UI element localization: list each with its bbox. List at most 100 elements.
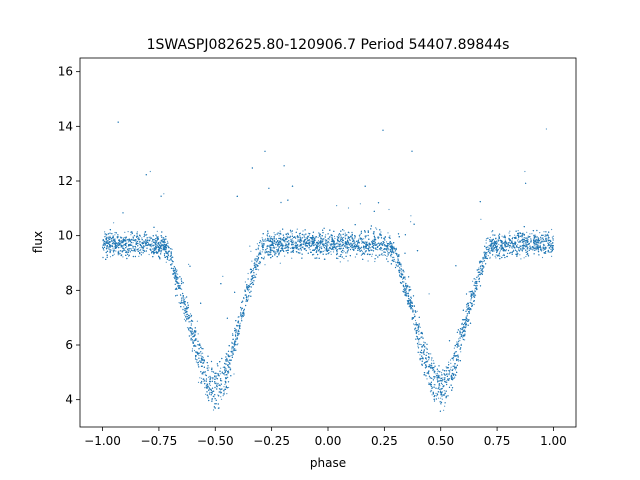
data-point xyxy=(499,250,502,252)
data-point xyxy=(204,374,206,376)
data-point xyxy=(264,239,266,241)
data-point xyxy=(358,238,360,240)
data-point xyxy=(193,349,196,352)
data-point xyxy=(399,268,401,270)
data-point xyxy=(540,241,542,243)
data-point xyxy=(539,232,541,234)
data-point xyxy=(351,247,353,249)
chart-title: 1SWASPJ082625.80-120906.7 Period 54407.8… xyxy=(147,37,510,53)
data-point xyxy=(134,235,136,237)
data-point xyxy=(332,244,334,246)
data-point xyxy=(170,251,172,253)
data-point xyxy=(423,341,425,343)
data-point xyxy=(160,242,162,244)
data-point xyxy=(183,306,185,308)
data-point xyxy=(332,246,334,248)
data-point xyxy=(264,264,266,266)
data-point xyxy=(318,232,320,234)
data-point xyxy=(305,233,307,235)
data-point xyxy=(395,247,397,249)
data-point xyxy=(464,324,466,326)
data-point xyxy=(387,252,389,254)
data-point xyxy=(358,245,360,247)
data-point xyxy=(344,232,346,234)
data-point xyxy=(443,409,445,411)
data-point xyxy=(233,345,235,347)
data-point xyxy=(511,240,513,242)
data-point xyxy=(353,240,355,242)
data-point xyxy=(499,255,501,257)
data-point xyxy=(290,238,292,240)
data-point xyxy=(261,251,263,253)
data-point xyxy=(397,254,399,256)
data-point xyxy=(103,244,105,246)
data-point xyxy=(143,240,145,242)
data-point xyxy=(474,289,476,291)
data-point xyxy=(471,302,473,304)
data-point xyxy=(527,254,529,256)
data-point xyxy=(150,246,152,248)
data-point xyxy=(454,369,457,371)
data-point xyxy=(371,255,373,257)
data-point xyxy=(121,237,123,239)
data-point xyxy=(430,359,433,361)
data-point xyxy=(402,278,404,280)
data-point xyxy=(441,394,443,396)
data-point xyxy=(112,242,115,244)
data-point xyxy=(344,236,346,238)
data-point xyxy=(386,251,389,253)
data-point xyxy=(176,278,179,280)
data-point xyxy=(126,245,128,247)
data-point xyxy=(384,239,386,241)
data-point xyxy=(531,233,533,235)
data-point xyxy=(363,248,365,250)
data-point xyxy=(223,392,225,394)
data-point xyxy=(513,249,515,251)
data-point xyxy=(435,373,437,375)
data-point xyxy=(489,256,491,258)
data-point xyxy=(299,235,301,237)
data-point xyxy=(191,328,193,330)
data-point xyxy=(520,249,522,251)
data-point xyxy=(511,247,513,249)
data-point xyxy=(238,329,240,331)
data-point xyxy=(420,344,422,346)
data-point xyxy=(215,375,218,377)
data-point xyxy=(105,235,107,237)
data-point xyxy=(552,235,555,237)
data-point xyxy=(541,256,544,259)
data-point xyxy=(552,239,554,241)
data-point xyxy=(314,243,317,245)
data-point xyxy=(337,257,339,260)
data-point xyxy=(535,236,537,239)
data-point xyxy=(361,250,363,252)
data-point xyxy=(269,239,271,241)
data-point xyxy=(342,242,344,244)
data-point xyxy=(480,261,482,264)
data-point xyxy=(430,389,432,391)
data-point xyxy=(539,244,541,246)
data-point xyxy=(190,323,192,325)
data-point xyxy=(502,254,504,257)
data-point xyxy=(453,347,455,349)
data-point xyxy=(123,245,125,247)
data-point xyxy=(367,260,369,262)
data-point xyxy=(134,250,136,252)
data-point xyxy=(253,276,255,279)
data-point xyxy=(180,301,182,303)
data-point xyxy=(241,316,243,318)
data-point xyxy=(485,251,487,253)
data-point xyxy=(340,245,342,247)
data-point xyxy=(327,237,330,240)
data-point xyxy=(317,236,319,238)
data-point xyxy=(134,240,136,242)
data-point xyxy=(438,397,440,399)
data-point xyxy=(153,238,155,241)
data-point xyxy=(302,230,304,232)
data-point xyxy=(478,278,480,281)
data-point xyxy=(343,250,345,252)
data-point xyxy=(216,383,218,385)
data-point xyxy=(113,253,115,255)
data-point xyxy=(156,230,158,232)
data-point xyxy=(432,386,434,388)
